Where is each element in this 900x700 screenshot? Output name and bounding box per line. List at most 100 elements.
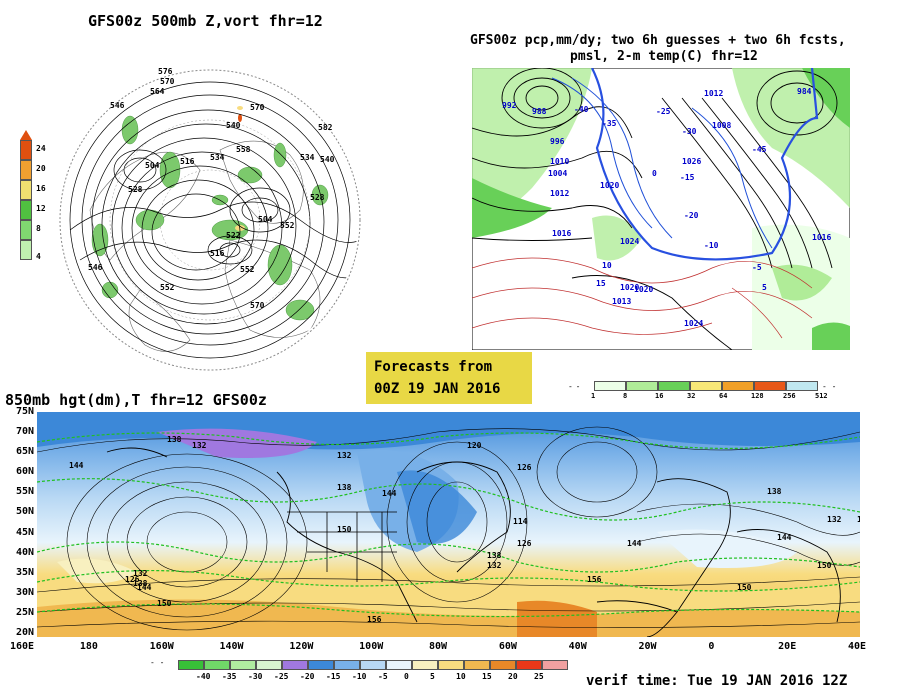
latitude-axis: 75N 70N 65N 60N 55N 50N 45N 40N 35N 30N 25N 20N — [0, 406, 36, 638]
polar-panel-title: GFS00z 500mb Z,vort fhr=12 — [88, 12, 323, 30]
850mb-contour-label: 150 — [737, 583, 752, 592]
temperature-colorbar-label: 25 — [534, 672, 544, 681]
pmsl-contour-label: -10 — [704, 241, 719, 250]
longitude-label: 140W — [219, 641, 244, 652]
pmsl-contour-label: 1020 — [600, 181, 619, 190]
850mb-contour-label: 132 — [192, 441, 207, 450]
pmsl-contour-label: -25 — [656, 107, 671, 116]
pmsl-contour-label: 1013 — [612, 297, 631, 306]
pmsl-contour-label: 1020 — [620, 283, 639, 292]
pmsl-contour-label: 1008 — [712, 121, 731, 130]
pmsl-contour-label: 992 — [502, 101, 517, 110]
pmsl-contour-label: 1012 — [550, 189, 569, 198]
850mb-contour-label: 150 — [817, 561, 832, 570]
pmsl-precip-map: 9929889961004101010121016102010241020101… — [472, 68, 850, 350]
precip-colorbar-label: 1 — [591, 392, 596, 400]
850mb-contour-label: 132 — [827, 515, 842, 524]
polar-contour-label: 570 — [250, 301, 265, 310]
polar-contour-label: 552 — [160, 283, 175, 292]
cold-isotherms — [551, 77, 773, 249]
850mb-contour-label: 132 — [487, 561, 502, 570]
vorticity-colorbar-swatch — [20, 160, 32, 180]
vorticity-colorbar-label: 12 — [36, 204, 46, 213]
temperature-colorbar-label: 15 — [482, 672, 492, 681]
850mb-contour-label: 144 — [627, 539, 642, 548]
polar-contour-label: 516 — [210, 249, 225, 258]
850mb-contour-label: 150 — [857, 515, 860, 524]
longitude-label: 180 — [79, 641, 98, 652]
850mb-contour-label: 132 — [337, 451, 352, 460]
pmsl-contour-label: 996 — [550, 137, 565, 146]
precip-colorbar-label: 256 — [783, 392, 796, 400]
vorticity-colorbar-label: 24 — [36, 144, 46, 153]
temperature-colorbar-swatch — [334, 660, 360, 670]
850mb-state-borders — [287, 511, 397, 582]
polar-contour-label: 576 — [158, 67, 173, 76]
pmsl-contour-label: 15 — [596, 279, 606, 288]
longitude-label: 40W — [568, 641, 587, 652]
longitude-label: 80W — [429, 641, 448, 652]
temperature-colorbar-label: -35 — [222, 672, 237, 681]
vorticity-colorbar-label: 8 — [36, 224, 41, 233]
vorticity-colorbar-swatch — [20, 140, 32, 160]
polar-vorticity-shading — [91, 115, 329, 321]
850mb-contour-label: 126 — [517, 539, 532, 548]
polar-contour-label: 516 — [180, 157, 195, 166]
850mb-panel-title: 850mb hgt(dm),T fhr=12 GFS00z — [5, 391, 267, 409]
850mb-contour-labels: 1441381321321381441501381321261261141441… — [69, 435, 860, 624]
850mb-contour-label: 138 — [337, 483, 352, 492]
850mb-height-contours — [37, 426, 860, 631]
850mb-contour-label: 126 — [517, 463, 532, 472]
pmsl-contour-label: 1020 — [634, 285, 653, 294]
temperature-colorbar-label: -20 — [300, 672, 315, 681]
vorticity-colorbar-swatch — [20, 200, 32, 220]
temperature-colorbar-label: -25 — [274, 672, 289, 681]
vorticity-colorbar-arrow — [20, 130, 32, 140]
precip-colorbar-label: 16 — [655, 392, 664, 400]
latitude-label: 45N — [15, 526, 34, 538]
polar-contour-label: 552 — [280, 221, 295, 230]
pmsl-contour-label: 1024 — [684, 319, 703, 328]
longitude-label: 0 — [708, 641, 715, 652]
temperature-colorbar-label: -30 — [248, 672, 263, 681]
850mb-contour-label: 138 — [133, 579, 148, 588]
pmsl-contour-label: -45 — [752, 145, 767, 154]
850mb-contour-label: 144 — [137, 583, 152, 592]
pmsl-contour-label: -20 — [684, 211, 699, 220]
pmsl-contour-label: 1012 — [704, 89, 723, 98]
temperature-colorbar-swatch — [308, 660, 334, 670]
temperature-isotherms — [472, 257, 813, 339]
polar-contour-labels: 5765705645705585465405345165045285225465… — [88, 67, 335, 310]
latitude-label: 70N — [15, 426, 34, 438]
precip-colorbar-left-dash: - - — [568, 382, 580, 391]
polar-contour-label: 528 — [310, 193, 325, 202]
850mb-contour-label: 144 — [777, 533, 792, 542]
polar-contour-label: 570 — [160, 77, 175, 86]
precip-colorbar-label: 512 — [815, 392, 828, 400]
pmsl-contour-label: -35 — [602, 119, 617, 128]
temperature-colorbar-label: 5 — [430, 672, 435, 681]
pmsl-contour-label: 984 — [797, 87, 812, 96]
vorticity-colorbar-label: 4 — [36, 252, 41, 261]
precip-colorbar-swatch — [658, 381, 690, 391]
pmsl-contour-label: 1010 — [550, 157, 569, 166]
polar-contour-label: 528 — [128, 185, 143, 194]
longitude-label: 20E — [778, 641, 797, 652]
longitude-label: 120W — [289, 641, 314, 652]
longitude-label: 40E — [848, 641, 867, 652]
precip-colorbar-right-dash: - - — [822, 382, 837, 391]
longitude-label: 100W — [359, 641, 384, 652]
pmsl-contour-label: 1004 — [548, 169, 567, 178]
latitude-label: 50N — [15, 506, 34, 518]
polar-contour-label: 504 — [145, 161, 160, 170]
temperature-colorbar-swatch — [490, 660, 516, 670]
temperature-colorbar: - - -40 -35 -30 -25 -20 -15 -10 -5 0 5 10 15 20 25 — [150, 658, 590, 688]
polar-map-border — [59, 69, 361, 371]
precip-colorbar-label: 8 — [623, 392, 628, 400]
pmsl-contour-label: -30 — [682, 127, 697, 136]
temperature-colorbar-label: -15 — [326, 672, 341, 681]
latitude-label: 55N — [15, 486, 34, 498]
polar-contour-label: 540 — [320, 155, 335, 164]
zero-c-isotherm — [591, 68, 819, 261]
temperature-colorbar-swatch — [386, 660, 412, 670]
